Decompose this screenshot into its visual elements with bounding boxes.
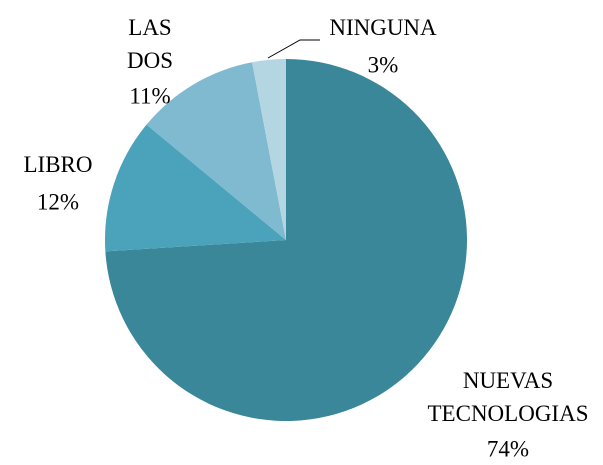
- leader-line: [267, 39, 320, 59]
- slice-label: NUEVAS TECNOLOGIAS: [428, 368, 589, 426]
- slice-value-label: 12%: [37, 189, 79, 214]
- pie-slice: [252, 59, 286, 240]
- slice-value-label: 3%: [368, 52, 399, 77]
- pie-slice: [104, 124, 286, 252]
- slice-label: NINGUNA: [329, 15, 437, 40]
- pie-slice: [105, 59, 467, 421]
- slice-label: LIBRO: [24, 152, 93, 177]
- slice-label: LAS DOS: [127, 15, 173, 73]
- slice-value-label: 11%: [129, 83, 170, 108]
- pie-slice: [146, 62, 286, 240]
- slice-value-label: 74%: [487, 436, 529, 461]
